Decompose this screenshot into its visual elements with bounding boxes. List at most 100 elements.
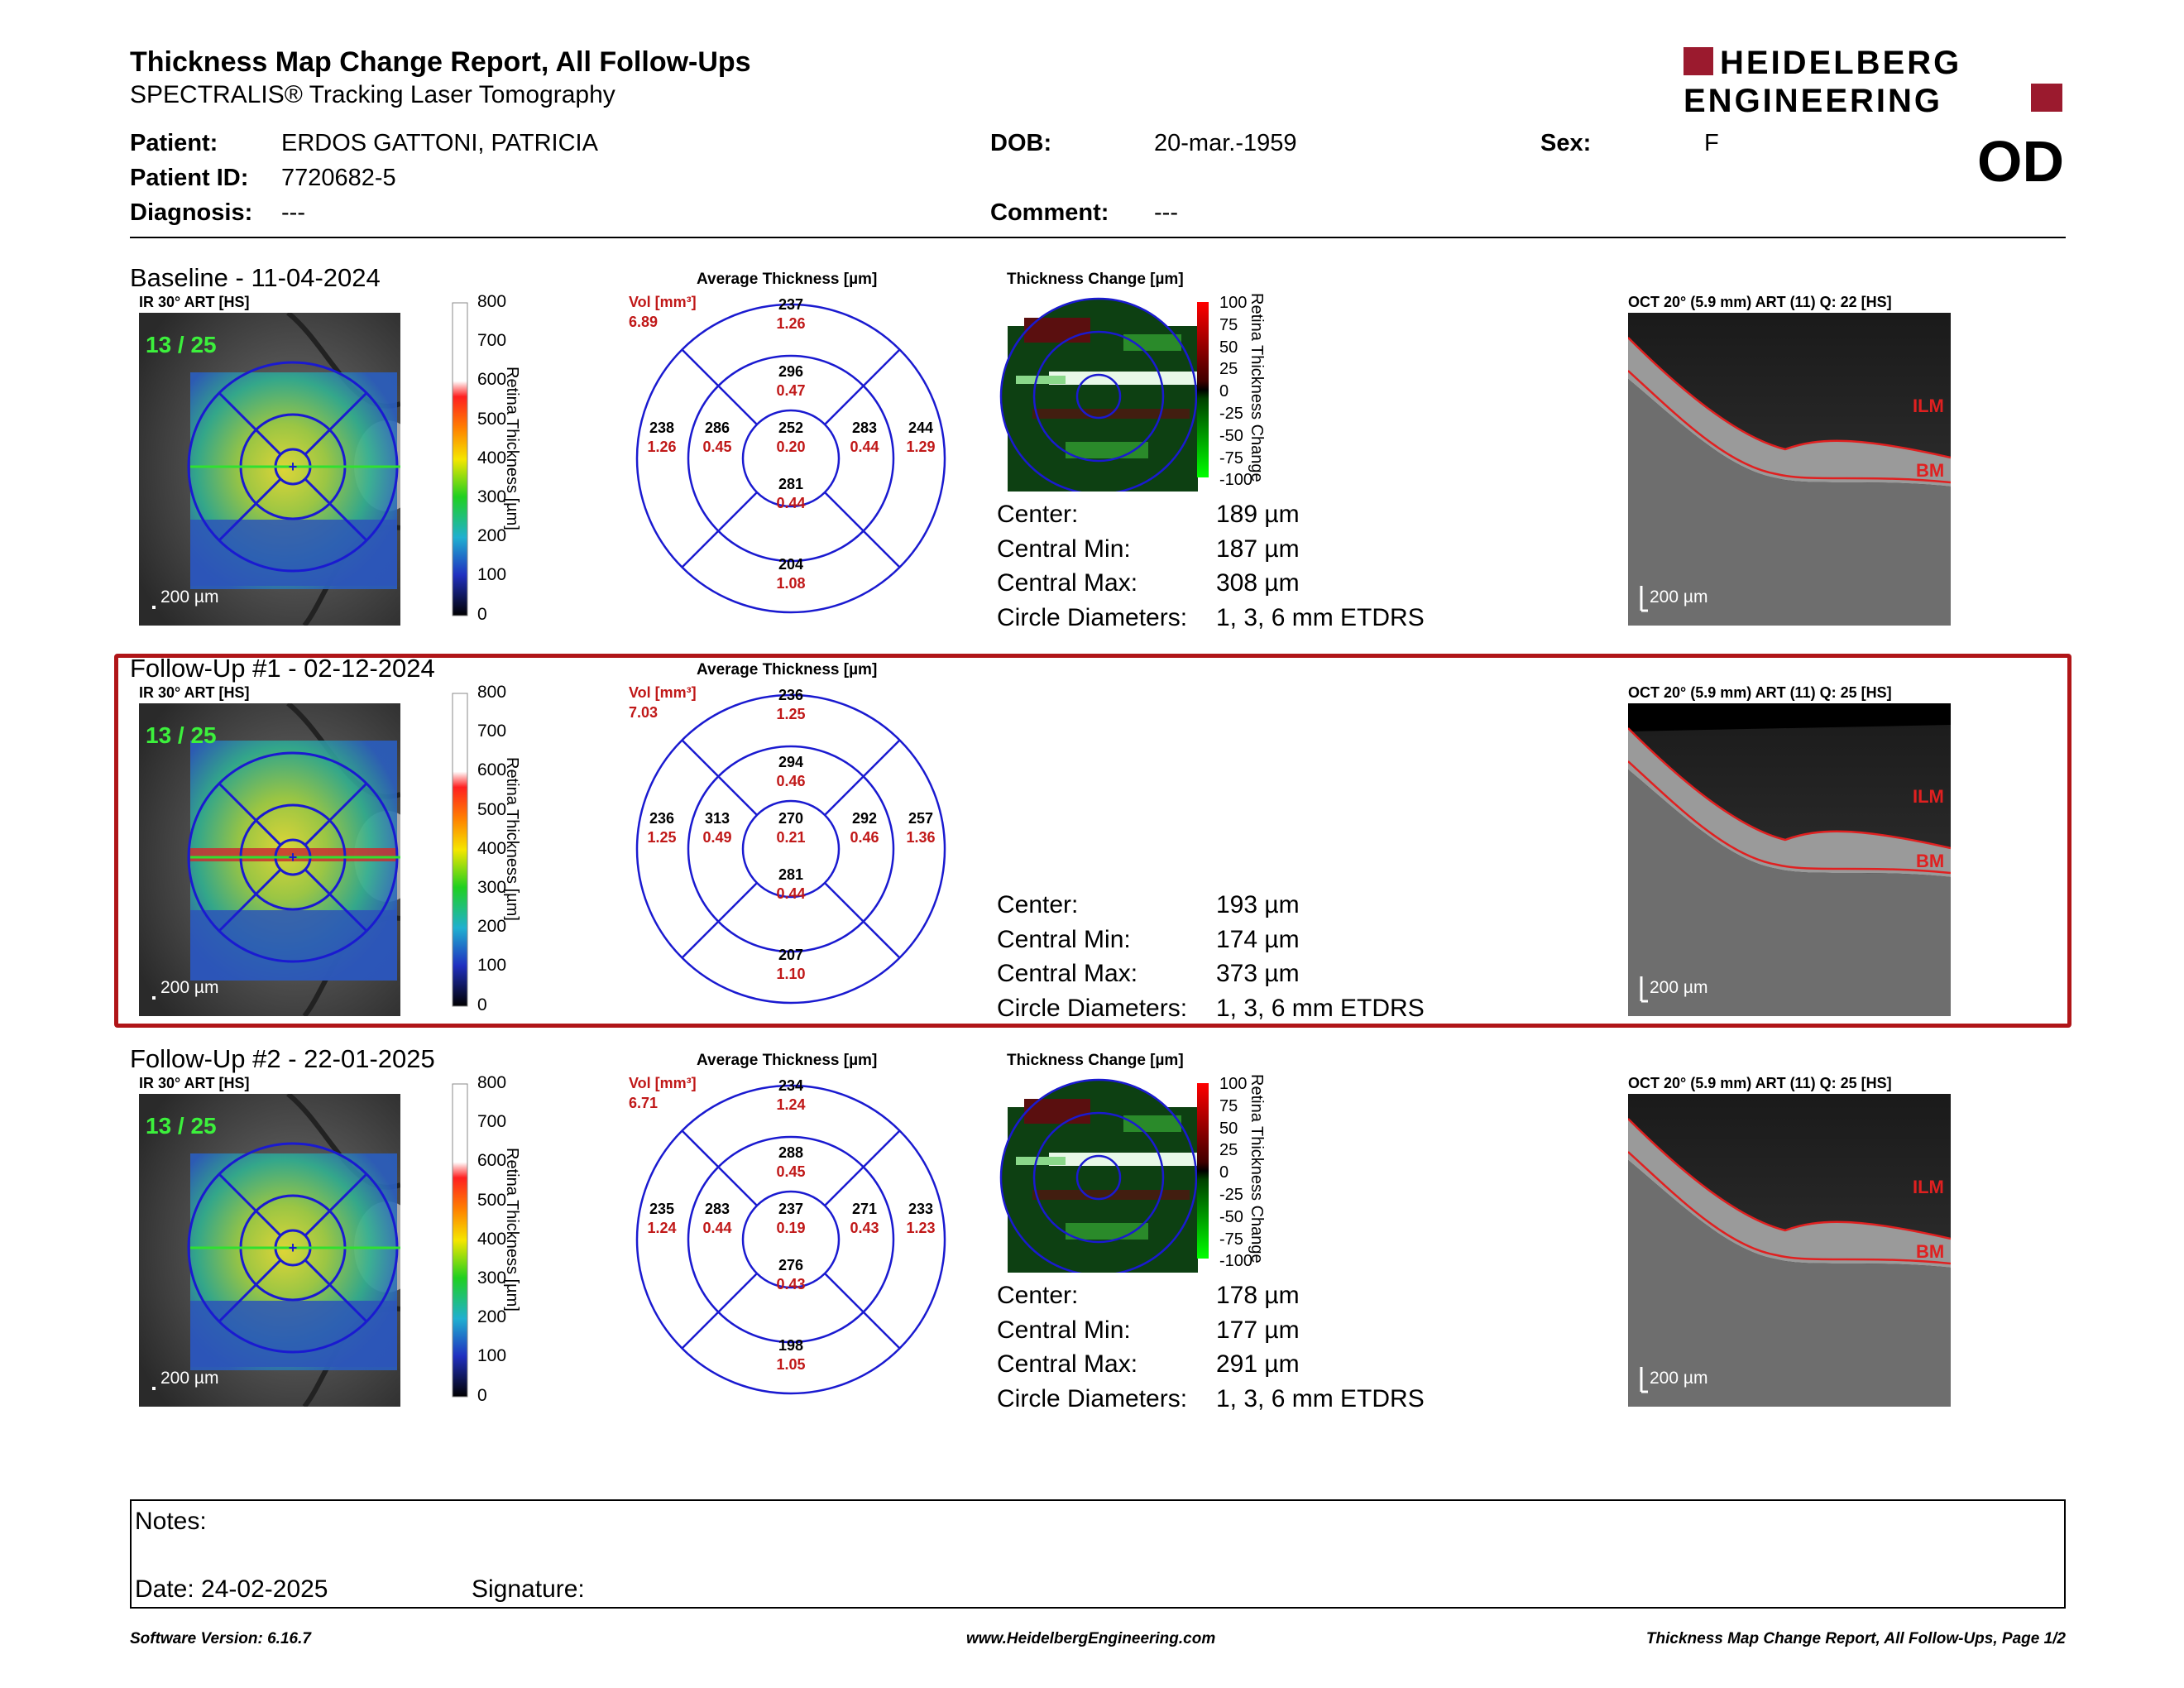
etdrs-thickness-outer_inf: 204: [778, 556, 804, 573]
etdrs-volume-inner_inf: 0.44: [776, 885, 806, 902]
ir-scale-label: 200 µm: [160, 587, 219, 607]
oct-label: OCT 20° (5.9 mm) ART (11) Q: 25 [HS]: [1628, 684, 1892, 701]
thickness-change-title: Thickness Change [µm]: [1007, 1052, 1184, 1069]
thickness-colorbar-tick: 500: [477, 409, 507, 429]
avg-thickness-title: Average Thickness [µm]: [697, 1052, 878, 1069]
etdrs-volume-outer_nas: 1.25: [647, 829, 677, 846]
ilm-label: ILM: [1913, 786, 1944, 807]
etdrs-volume-outer_sup: 1.24: [776, 1096, 806, 1113]
patient-name: ERDOS GATTONI, PATRICIA: [281, 130, 598, 156]
oct-scale-label: 200 µm: [1650, 1369, 1708, 1388]
thickness-colorbar-tick: 800: [477, 1073, 507, 1092]
svg-text:+: +: [289, 1240, 298, 1256]
footer-website: www.HeidelbergEngineering.com: [966, 1630, 1216, 1647]
change-colorbar-tick: -75: [1219, 448, 1243, 468]
etdrs-thickness-inner_inf: 281: [778, 476, 804, 492]
svg-text:+: +: [289, 458, 298, 475]
change-colorbar-tick: 100: [1219, 294, 1248, 312]
etdrs-thickness-outer_nas: 238: [649, 420, 675, 436]
volume-label: Vol [mm³]: [629, 294, 697, 310]
etdrs-volume-inner_temp: 0.46: [850, 829, 879, 846]
etdrs-volume-outer_inf: 1.05: [776, 1356, 806, 1373]
etdrs-volume-outer_nas: 1.26: [647, 439, 677, 455]
etdrs-volume-center: 0.19: [776, 1220, 806, 1236]
change-colorbar-tick: 25: [1219, 360, 1238, 379]
change-colorbar-tick: 100: [1219, 1075, 1248, 1093]
etdrs-volume-center: 0.21: [776, 829, 806, 846]
sex-label: Sex:: [1540, 130, 1592, 156]
change-colorbar-tick: 50: [1219, 1119, 1238, 1138]
thickness-colorbar-title: Retina Thickness [µm]: [503, 1148, 521, 1312]
etdrs-thickness-outer_temp: 257: [908, 810, 934, 827]
stat-value: 1, 3, 6 mm ETDRS: [1216, 994, 1425, 1022]
etdrs-volume-inner_sup: 0.46: [776, 773, 806, 789]
notes-box: [130, 1499, 2066, 1609]
comment-label: Comment:: [990, 199, 1109, 226]
stat-value: 1, 3, 6 mm ETDRS: [1216, 1384, 1425, 1412]
date-label: Date: 24-02-2025: [135, 1575, 328, 1603]
bm-label: BM: [1916, 1241, 1945, 1262]
etdrs-thickness-inner_nas: 283: [704, 1201, 730, 1217]
stat-value: 178 µm: [1216, 1282, 1300, 1309]
change-colorbar-tick: 75: [1219, 315, 1238, 334]
etdrs-thickness-inner_temp: 292: [851, 810, 878, 827]
etdrs-volume-outer_sup: 1.25: [776, 706, 806, 722]
thickness-colorbar: [452, 693, 468, 1007]
diagnosis-value: ---: [281, 199, 305, 226]
stat-value: 1, 3, 6 mm ETDRS: [1216, 603, 1425, 631]
eye-indicator: OD: [1977, 129, 2064, 194]
thickness-colorbar-tick: 700: [477, 331, 507, 351]
thickness-colorbar-tick: 200: [477, 917, 507, 937]
etdrs-volume-outer_temp: 1.36: [906, 829, 936, 846]
oct-bscan-image: [1628, 703, 1951, 1016]
thickness-change-map: [999, 293, 1198, 492]
oct-bscan-image: [1628, 1094, 1951, 1407]
heidelberg-logo: HEIDELBERG ENGINEERING: [1684, 46, 2062, 116]
change-colorbar-title: Retina Thickness Change: [1248, 1074, 1266, 1264]
stat-label: Center:: [997, 501, 1079, 528]
change-colorbar-tick: -75: [1219, 1230, 1243, 1249]
etdrs-volume-inner_inf: 0.43: [776, 1276, 806, 1292]
change-colorbar-tick: 0: [1219, 382, 1229, 401]
etdrs-thickness-outer_temp: 244: [908, 420, 934, 436]
etdrs-volume-outer_sup: 1.26: [776, 315, 806, 332]
stat-value: 308 µm: [1216, 569, 1300, 597]
change-colorbar-tick: 25: [1219, 1141, 1238, 1160]
etdrs-thickness-outer_inf: 198: [778, 1337, 804, 1354]
etdrs-volume-inner_nas: 0.45: [702, 439, 732, 455]
footer-software-version: Software Version: 6.16.7: [130, 1630, 311, 1647]
thickness-colorbar: [452, 1083, 468, 1398]
exam-title: Follow-Up #1 - 02-12-2024: [130, 654, 435, 683]
thickness-colorbar-tick: 300: [477, 878, 507, 897]
etdrs-volume-inner_inf: 0.44: [776, 495, 806, 511]
etdrs-thickness-center: 270: [778, 810, 804, 827]
change-colorbar: [1197, 302, 1209, 477]
comment-value: ---: [1154, 199, 1178, 226]
stat-label: Circle Diameters:: [997, 603, 1188, 631]
etdrs-grid: [635, 693, 946, 1005]
ilm-label: ILM: [1913, 1177, 1944, 1197]
stat-label: Circle Diameters:: [997, 1384, 1188, 1412]
stat-label: Center:: [997, 891, 1079, 918]
total-volume: 7.03: [629, 704, 659, 721]
thickness-colorbar-tick: 400: [477, 1229, 507, 1249]
ir-scale-bar: [152, 1387, 156, 1390]
change-colorbar-tick: -100: [1219, 1252, 1253, 1271]
thickness-colorbar-tick: 300: [477, 487, 507, 506]
etdrs-thickness-inner_sup: 294: [778, 754, 804, 770]
etdrs-volume-inner_temp: 0.44: [850, 439, 879, 455]
etdrs-thickness-inner_temp: 283: [851, 420, 878, 436]
total-volume: 6.89: [629, 314, 659, 330]
change-colorbar-tick: -50: [1219, 426, 1243, 445]
thickness-colorbar-tick: 100: [477, 1346, 507, 1366]
ir-label: IR 30° ART [HS]: [139, 1075, 250, 1091]
etdrs-thickness-outer_nas: 236: [649, 810, 675, 827]
sex-value: F: [1704, 130, 1719, 156]
thickness-colorbar-tick: 0: [477, 604, 487, 624]
change-colorbar-tick: -25: [1219, 405, 1243, 423]
change-colorbar-title: Retina Thickness Change: [1248, 293, 1266, 482]
thickness-colorbar-tick: 100: [477, 565, 507, 585]
dob-label: DOB:: [990, 130, 1052, 156]
etdrs-volume-outer_temp: 1.23: [906, 1220, 936, 1236]
report-title: Thickness Map Change Report, All Follow-…: [130, 46, 751, 78]
